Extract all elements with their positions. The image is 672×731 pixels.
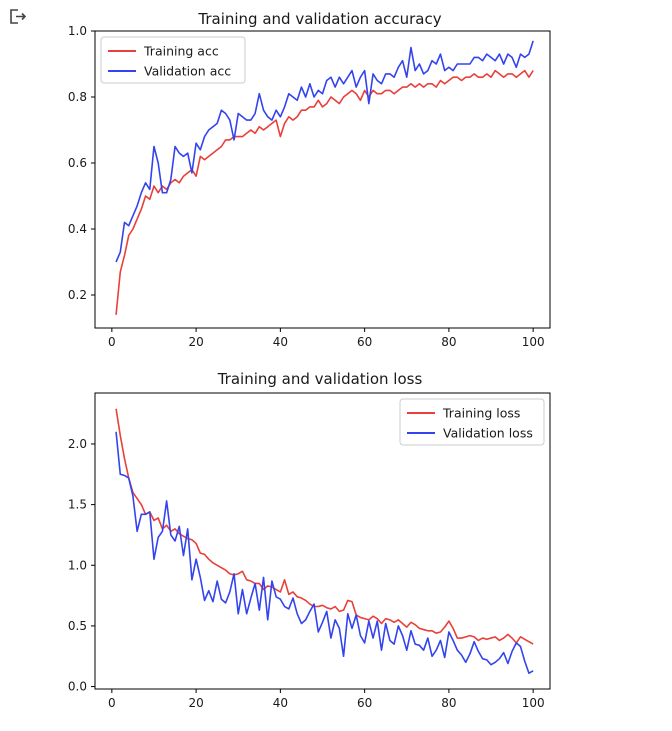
accuracy-plot-area: 0 20 40 60 80 100 0.2 0.4 0.6 0.8 1.0 Training acc V…: [68, 24, 551, 349]
y-tick-label: 0.2: [68, 288, 87, 302]
x-tick-label: 60: [357, 696, 372, 710]
legend-label: Training loss: [442, 406, 520, 421]
loss-chart: Training and validation loss 0 20 40 60 80 10…: [68, 370, 551, 710]
legend-box: [399, 398, 545, 446]
chart-title: Training and validation accuracy: [197, 10, 441, 28]
legend: Training loss Validation loss: [399, 398, 545, 446]
loss-plot-area: 0 20 40 60 80 100 0.0 0.5 1.0 1.5 2.0 Training loss…: [68, 392, 551, 710]
x-tick-label: 40: [273, 335, 288, 349]
y-tick-label: 0.8: [68, 90, 87, 104]
x-tick-label: 0: [108, 696, 116, 710]
x-tick-label: 80: [441, 335, 456, 349]
plot-frame: [94, 30, 551, 329]
plot-frame: [94, 392, 551, 690]
y-tick-label: 1.5: [68, 498, 87, 512]
chart-title: Training and validation loss: [217, 370, 423, 388]
legend-label: Validation acc: [144, 64, 231, 79]
y-tick-label: 1.0: [68, 24, 87, 38]
series-line-validation-loss: [115, 431, 534, 675]
x-tick-label: 60: [357, 335, 372, 349]
x-tick-label: 100: [522, 335, 545, 349]
y-tick-label: 0.6: [68, 156, 87, 170]
x-tick-label: 100: [522, 696, 545, 710]
y-tick-label: 2.0: [68, 437, 87, 451]
y-tick-label: 0.0: [68, 680, 87, 694]
series-line-validation-acc: [115, 40, 534, 263]
series-line-training-acc: [115, 69, 534, 315]
legend-box: [100, 36, 246, 84]
x-tick-label: 80: [441, 696, 456, 710]
legend-label: Validation loss: [443, 426, 533, 441]
x-tick-label: 20: [188, 335, 203, 349]
y-tick-label: 0.4: [68, 222, 87, 236]
x-tick-label: 0: [108, 335, 116, 349]
x-tick-label: 40: [273, 696, 288, 710]
output-arrow-icon: [10, 9, 27, 24]
x-tick-label: 20: [188, 696, 203, 710]
accuracy-chart: Training and validation accuracy 0 20 40 60…: [68, 10, 551, 349]
y-tick-label: 1.0: [68, 558, 87, 572]
legend-label: Training acc: [143, 44, 219, 59]
y-tick-label: 0.5: [68, 619, 87, 633]
legend: Training acc Validation acc: [100, 36, 246, 84]
